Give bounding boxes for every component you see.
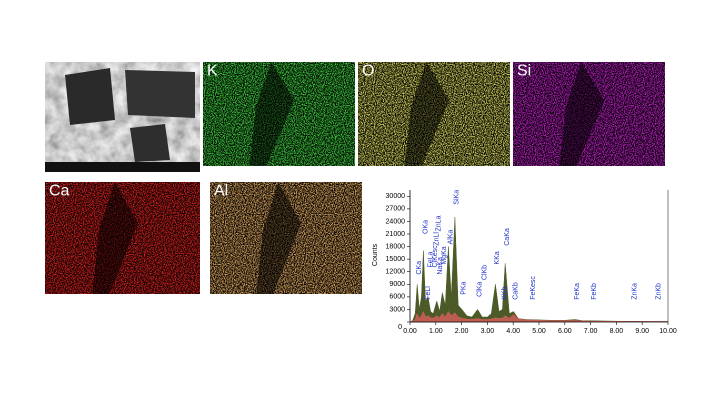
- map-label: O: [362, 62, 374, 79]
- peak-label: SiKa: [454, 190, 461, 205]
- map-shadow: [403, 62, 450, 172]
- map-footer: [203, 166, 355, 172]
- y-tick-label: 9000: [389, 281, 405, 288]
- peak-label: FeLl: [425, 286, 432, 300]
- x-tick-label: 7.00: [584, 328, 598, 335]
- peak-label: ClKesc: [432, 245, 439, 268]
- element-map: O: [358, 62, 510, 172]
- peak-label: ZnLa: [436, 215, 443, 231]
- peak-label: OKa: [422, 220, 429, 234]
- y-tick-label: 21000: [386, 231, 406, 238]
- y-tick-label: 6000: [389, 294, 405, 301]
- peak-label: CKa: [416, 261, 423, 275]
- spectrum-area: [409, 310, 669, 323]
- peak-label: ClKa: [476, 282, 483, 297]
- map-shadow: [248, 62, 295, 172]
- map-label: K: [207, 62, 218, 79]
- y-tick-label: 27000: [386, 206, 406, 213]
- element-map: Al: [210, 182, 362, 300]
- peak-label: ZnKb: [656, 283, 663, 300]
- x-tick-label: 2.00: [455, 328, 469, 335]
- x-tick-label: 3.00: [481, 328, 495, 335]
- x-tick-label: 10.00: [659, 328, 677, 335]
- element-map: Ca: [45, 182, 200, 300]
- x-tick-label: 8.00: [610, 328, 624, 335]
- peak-label: ClKb: [482, 265, 489, 280]
- peak-label: ZnKa: [631, 283, 638, 300]
- peak-label: ZnLl: [433, 232, 440, 246]
- x-tick-label: 6.00: [558, 328, 572, 335]
- map-label: Al: [214, 182, 228, 199]
- x-tick-label: 5.00: [532, 328, 546, 335]
- y-tick-label: 3000: [389, 306, 405, 313]
- peak-label: NaKa: [437, 257, 444, 275]
- y-tick-label: 30000: [386, 193, 406, 200]
- x-tick-label: 9.00: [635, 328, 649, 335]
- y-tick-label: 18000: [386, 243, 406, 250]
- element-map: K: [203, 62, 355, 172]
- peak-label: CaKa: [504, 228, 511, 246]
- sem-image: [45, 62, 200, 172]
- map-footer: [513, 166, 665, 172]
- peak-label: FeKb: [591, 283, 598, 300]
- peak-label: AlKa: [447, 230, 454, 245]
- peak-label: FeKa: [574, 283, 581, 300]
- peak-label: KKb: [501, 286, 508, 299]
- spectrum-area: [409, 217, 669, 323]
- map-label: Si: [517, 62, 531, 79]
- y-tick-label: 15000: [386, 256, 406, 263]
- x-tick-label: 1.00: [429, 328, 443, 335]
- map-footer: [358, 166, 510, 172]
- x-tick-label: 0.00: [403, 328, 417, 335]
- y-axis-label: Counts: [372, 243, 379, 266]
- peak-label: MgKa: [441, 246, 448, 264]
- map-footer: [45, 294, 200, 300]
- map-label: Ca: [49, 182, 70, 199]
- y-tick-label: 0: [398, 324, 402, 331]
- peak-label: PKa: [461, 281, 468, 294]
- x-tick-label: 4.00: [506, 328, 520, 335]
- peak-label: CaKb: [512, 282, 519, 300]
- map-shadow: [91, 182, 138, 300]
- y-tick-label: 24000: [386, 218, 406, 225]
- map-footer: [210, 294, 362, 300]
- element-map: Si: [513, 62, 665, 172]
- peak-label: FeLa: [427, 251, 434, 267]
- map-shadow: [558, 62, 605, 172]
- y-tick-label: 12000: [386, 269, 406, 276]
- peak-label: KKa: [494, 251, 501, 264]
- map-shadow: [255, 182, 302, 300]
- peak-label: FeKesc: [530, 276, 537, 300]
